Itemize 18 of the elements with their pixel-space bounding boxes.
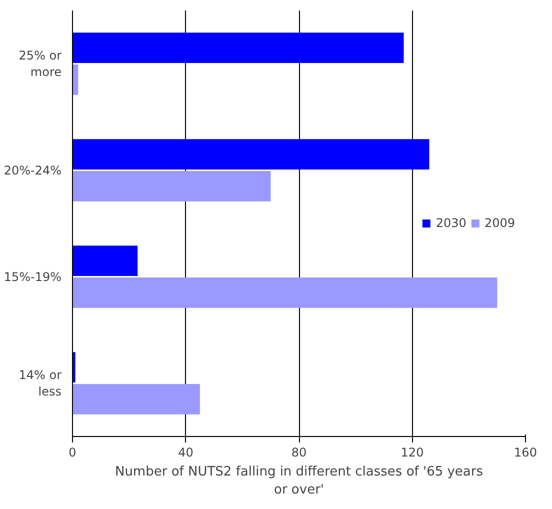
bar [72, 246, 138, 276]
x-tick-label: 120 [400, 446, 424, 460]
legend-label: 2009 [484, 216, 515, 230]
legend-label: 2030 [436, 216, 466, 230]
bar [72, 139, 430, 170]
x-axis-title: Number of NUTS2 falling in different classes of '65 years or over' [114, 464, 484, 498]
y-tick-label: 25% or more [18, 48, 62, 80]
x-tick-label: 80 [291, 446, 307, 460]
y-tick-label: 14% or less [18, 368, 62, 399]
y-tick-label: 15%-19% [4, 270, 62, 284]
bar [72, 171, 271, 202]
bar [72, 278, 498, 308]
bar [72, 32, 404, 63]
x-tick-label: 40 [178, 446, 194, 460]
x-tick-label: 0 [68, 446, 76, 460]
bar [72, 384, 200, 414]
y-tick-label: 20%-24% [4, 163, 62, 178]
x-tick-label: 160 [514, 446, 537, 460]
